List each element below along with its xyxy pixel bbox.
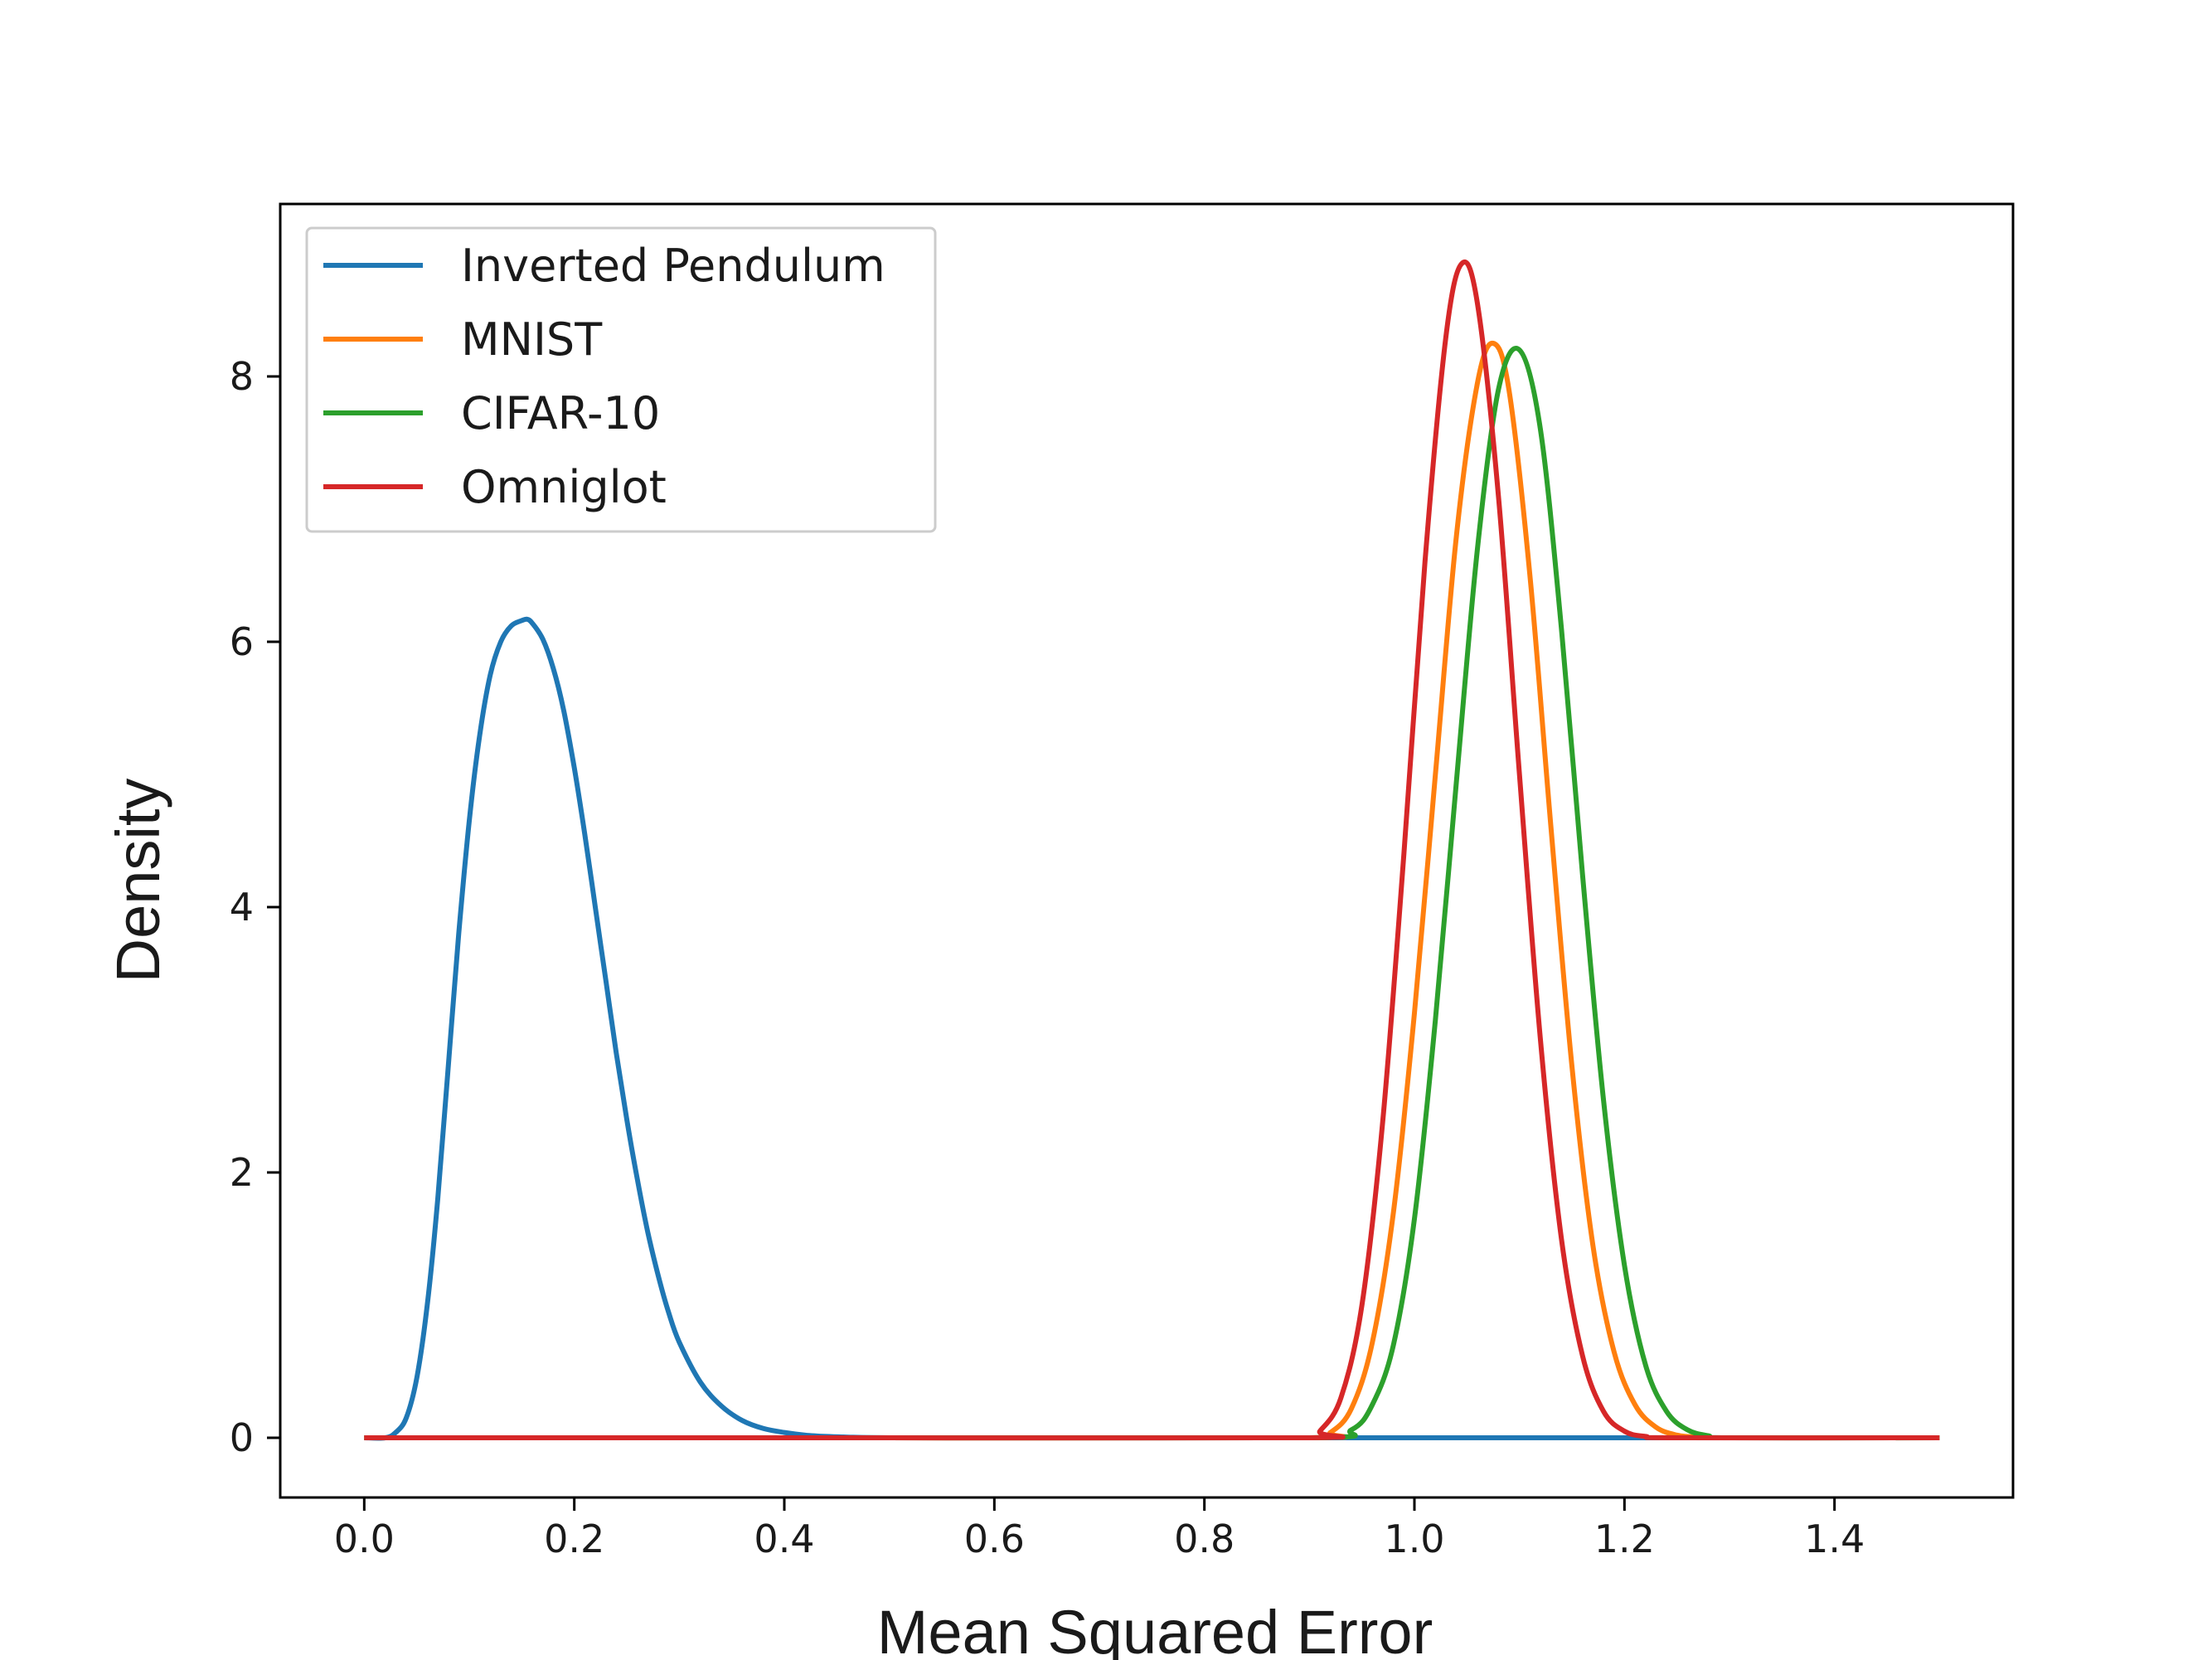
legend-label-4: Omniglot bbox=[461, 461, 667, 513]
x-tick-label: 1.0 bbox=[1384, 1517, 1444, 1561]
x-tick-label: 0.8 bbox=[1174, 1517, 1235, 1561]
y-tick-label: 8 bbox=[230, 354, 254, 399]
legend: Inverted Pendulum MNIST CIFAR-10 Omniglot bbox=[305, 226, 937, 533]
x-tick-label: 1.4 bbox=[1804, 1517, 1865, 1561]
x-tick-label: 0.0 bbox=[334, 1517, 395, 1561]
x-tick-label: 0.6 bbox=[964, 1517, 1025, 1561]
plot-area bbox=[364, 259, 1940, 1441]
legend-box bbox=[305, 226, 937, 533]
x-tick-label: 1.2 bbox=[1594, 1517, 1655, 1561]
y-tick-label: 2 bbox=[230, 1150, 254, 1195]
y-tick-label: 0 bbox=[230, 1415, 254, 1460]
y-axis-title: Density bbox=[104, 779, 172, 983]
axes-frame bbox=[279, 202, 2015, 1499]
y-tick-label: 4 bbox=[230, 885, 254, 930]
x-tick-label: 0.4 bbox=[754, 1517, 814, 1561]
x-axis-title: Mean Squared Error bbox=[877, 1598, 1433, 1660]
series-line-3 bbox=[364, 346, 1940, 1441]
legend-label-1: Inverted Pendulum bbox=[461, 240, 885, 292]
legend-label-2: MNIST bbox=[461, 313, 603, 366]
x-tick-label: 0.2 bbox=[544, 1517, 604, 1561]
y-tick-label: 6 bbox=[230, 619, 254, 664]
legend-label-3: CIFAR-10 bbox=[461, 387, 660, 439]
axes: 0.0 0.2 0.4 0.6 0.8 1.0 1.2 1.4 0 2 4 6 8 bbox=[230, 202, 2015, 1561]
series-line-4 bbox=[364, 259, 1940, 1441]
